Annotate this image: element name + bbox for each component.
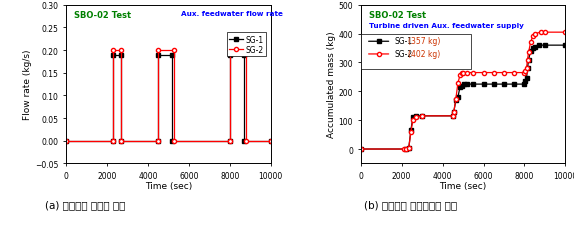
Y-axis label: Flow rate (kg/s): Flow rate (kg/s)	[23, 50, 32, 120]
SG-2	[154, 140, 161, 142]
SG-2	[118, 49, 125, 52]
Text: Turbine driven Aux. feedwater supply: Turbine driven Aux. feedwater supply	[369, 23, 524, 29]
SG-2	[63, 140, 69, 142]
SG-1	[118, 54, 125, 57]
SG-2	[154, 49, 161, 52]
Text: (a) 보조급수 유량의 변화: (a) 보조급수 유량의 변화	[45, 199, 125, 209]
Text: Aux. feedwater flow rate: Aux. feedwater flow rate	[181, 11, 282, 16]
SG-2	[171, 140, 178, 142]
SG-1	[226, 140, 233, 142]
SG-1	[154, 140, 161, 142]
SG-1	[63, 140, 69, 142]
X-axis label: Time (sec): Time (sec)	[145, 182, 192, 191]
Text: SG-2: SG-2	[394, 50, 413, 59]
SG-2	[171, 49, 178, 52]
FancyBboxPatch shape	[360, 35, 471, 70]
Text: SBO-02 Test: SBO-02 Test	[369, 11, 426, 19]
Text: SG-1: SG-1	[394, 37, 413, 46]
SG-1	[169, 140, 176, 142]
Line: SG-2: SG-2	[64, 49, 273, 143]
SG-2	[243, 49, 250, 52]
SG-2	[267, 140, 274, 142]
SG-2	[110, 49, 117, 52]
SG-2	[226, 140, 233, 142]
SG-1	[118, 140, 125, 142]
Text: (402 kg): (402 kg)	[408, 50, 440, 59]
Legend: SG-1, SG-2: SG-1, SG-2	[227, 33, 266, 57]
SG-1	[110, 54, 117, 57]
SG-2	[110, 140, 117, 142]
SG-2	[226, 49, 233, 52]
Text: SBO-02 Test: SBO-02 Test	[74, 11, 131, 19]
Text: (357 kg): (357 kg)	[408, 37, 440, 46]
SG-2	[118, 140, 125, 142]
SG-1	[169, 54, 176, 57]
Line: SG-1: SG-1	[64, 54, 273, 143]
X-axis label: Time (sec): Time (sec)	[440, 182, 487, 191]
Y-axis label: Accumulated mass (kg): Accumulated mass (kg)	[327, 32, 336, 138]
SG-1	[241, 140, 247, 142]
SG-1	[241, 54, 247, 57]
SG-1	[110, 140, 117, 142]
SG-2	[243, 140, 250, 142]
Text: (b) 보조급수 누적유량의 변화: (b) 보조급수 누적유량의 변화	[364, 199, 457, 209]
SG-1	[154, 54, 161, 57]
Legend: SG-1 (357 kg), SG-2 (402 kg): SG-1 (357 kg), SG-2 (402 kg)	[369, 41, 442, 65]
SG-1	[267, 140, 274, 142]
SG-1	[226, 54, 233, 57]
